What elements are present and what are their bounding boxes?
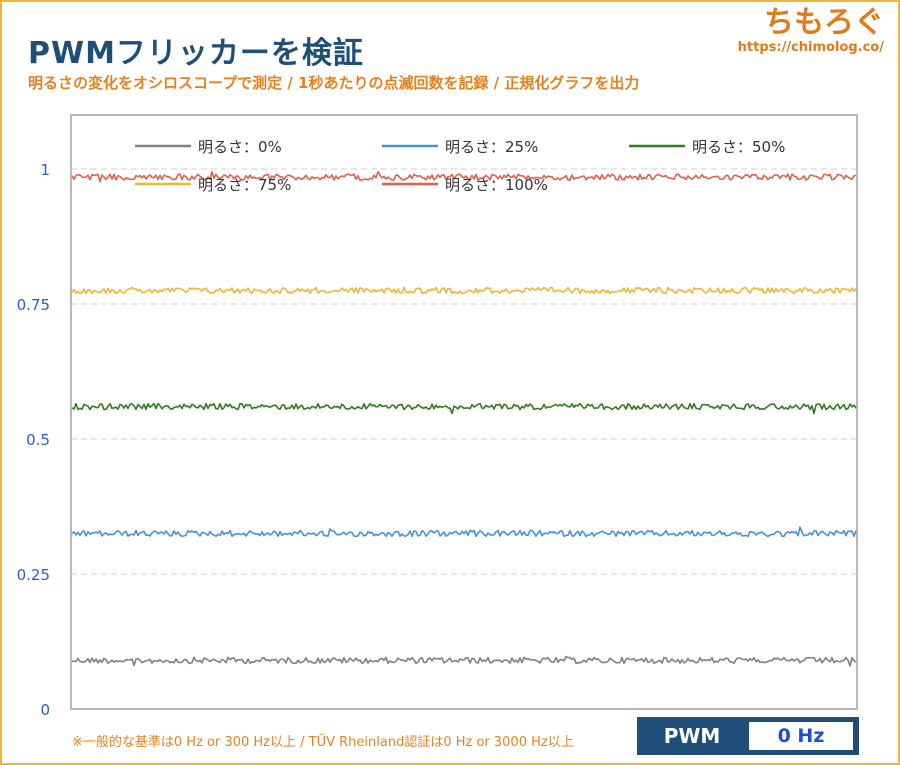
y-tick-label: 0	[40, 701, 50, 719]
page-title: PWMフリッカーを検証	[28, 36, 364, 71]
series-line	[71, 655, 857, 667]
legend-label: 明るさ：25%	[445, 138, 538, 156]
site-logo: ちもろぐ https://chimolog.co/	[737, 5, 884, 56]
legend-label: 明るさ：100%	[445, 176, 548, 194]
y-tick-label: 0.25	[17, 566, 50, 584]
series-line	[71, 286, 857, 295]
logo-url: https://chimolog.co/	[737, 40, 884, 55]
legend-label: 明るさ：50%	[692, 138, 785, 156]
logo-name: ちもろぐ	[764, 5, 884, 40]
pwm-value: 0 Hz	[749, 722, 853, 750]
page-subtitle: 明るさの変化をオシロスコープで測定 / 1秒あたりの点滅回数を記録 / 正規化グ…	[28, 74, 640, 92]
pwm-result-box: PWM 0 Hz	[637, 717, 859, 755]
standard-note: ※一般的な基準は0 Hz or 300 Hz以上 / TÜV Rheinland…	[72, 735, 574, 750]
series-line	[71, 402, 857, 415]
series-line	[71, 526, 857, 538]
y-tick-label: 0.5	[26, 431, 50, 449]
legend-label: 明るさ：75%	[198, 176, 291, 194]
legend-label: 明るさ：0%	[198, 138, 282, 156]
y-tick-label: 1	[40, 161, 50, 179]
pwm-label: PWM	[663, 724, 721, 748]
series-line	[71, 170, 857, 183]
y-tick-label: 0.75	[17, 296, 50, 314]
plot-area	[70, 114, 858, 710]
